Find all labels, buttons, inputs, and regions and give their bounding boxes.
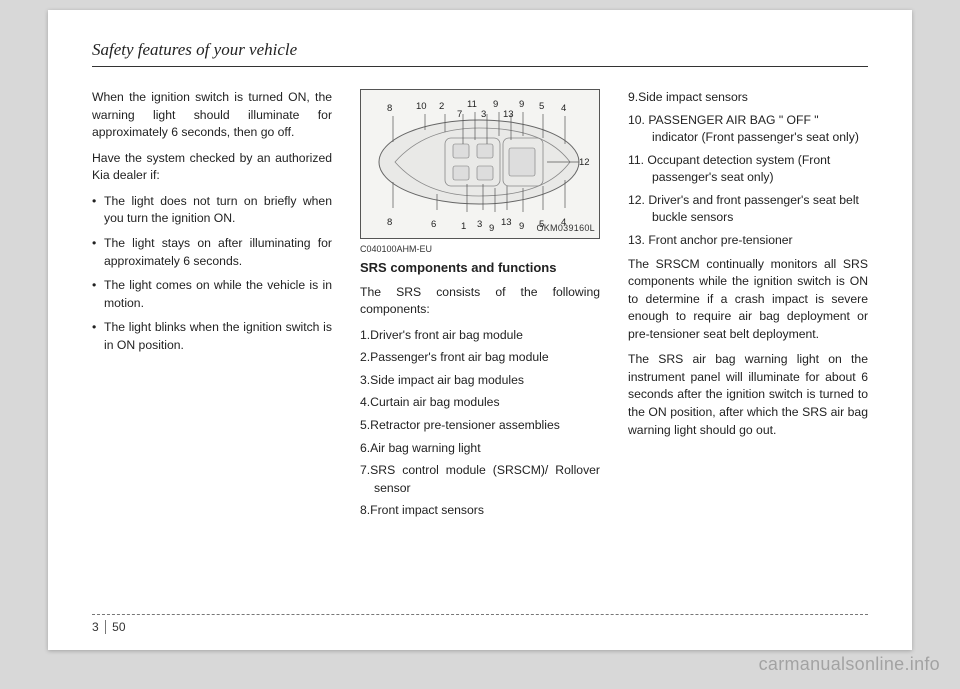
- col1-bullet: The light does not turn on briefly when …: [92, 193, 332, 228]
- col1-bullet: The light blinks when the ignition switc…: [92, 319, 332, 354]
- col1-bullet-list: The light does not turn on briefly when …: [92, 193, 332, 355]
- col2-intro: The SRS consists of the following compon…: [360, 284, 600, 319]
- diagram-callout: 6: [431, 218, 436, 232]
- watermark: carmanualsonline.info: [759, 654, 940, 675]
- list-item: 2.Passenger's front air bag module: [360, 349, 600, 367]
- diagram-callout: 3: [477, 218, 482, 232]
- diagram-callout: 12: [579, 156, 590, 170]
- diagram-callout: 2: [439, 100, 444, 114]
- col2-subhead: SRS components and functions: [360, 259, 600, 278]
- diagram-callout: 8: [387, 216, 392, 230]
- list-item: 12. Driver's and front passenger's seat …: [628, 192, 868, 227]
- list-item: 1.Driver's front air bag module: [360, 327, 600, 345]
- caption-code: C040100AHM-EU: [360, 243, 600, 256]
- diagram-callout: 1: [461, 220, 466, 234]
- diagram-callout: 9: [519, 220, 524, 234]
- column-1: When the ignition switch is turned ON, t…: [92, 89, 332, 525]
- diagram-callout: 13: [503, 108, 514, 122]
- diagram-callout: 13: [501, 216, 512, 230]
- component-list: 1.Driver's front air bag module 2.Passen…: [360, 327, 600, 520]
- list-item: 4.Curtain air bag modules: [360, 394, 600, 412]
- header-title: Safety features of your vehicle: [92, 40, 297, 59]
- column-3: 9.Side impact sensors 10. PASSENGER AIR …: [628, 89, 868, 525]
- content-columns: When the ignition switch is turned ON, t…: [92, 89, 868, 525]
- diagram-callout: 3: [481, 108, 486, 122]
- diagram-callout: 4: [561, 102, 566, 116]
- srs-diagram-figure: 8 10 2 7 11 3 9 13 9 5 4 12 8 6 1 3 9 13: [360, 89, 600, 239]
- column-2: 8 10 2 7 11 3 9 13 9 5 4 12 8 6 1 3 9 13: [360, 89, 600, 525]
- list-item: 5.Retractor pre-tensioner assemblies: [360, 417, 600, 435]
- list-item: 9.Side impact sensors: [628, 89, 868, 107]
- col1-para-1: When the ignition switch is turned ON, t…: [92, 89, 332, 142]
- car-topview-icon: [375, 108, 583, 216]
- col3-para-1: The SRSCM continually monitors all SRS c…: [628, 256, 868, 344]
- diagram-callout: 9: [493, 98, 498, 112]
- list-item: 11. Occupant detection system (Front pas…: [628, 152, 868, 187]
- component-list-cont: 9.Side impact sensors 10. PASSENGER AIR …: [628, 89, 868, 250]
- list-item: 7.SRS control module (SRSCM)/ Rollover s…: [360, 462, 600, 497]
- figure-code: OKM039160L: [536, 222, 595, 235]
- col1-bullet: The light stays on after illuminating fo…: [92, 235, 332, 270]
- manual-page: Safety features of your vehicle When the…: [48, 10, 912, 650]
- list-item: 8.Front impact sensors: [360, 502, 600, 520]
- diagram-callout: 9: [489, 222, 494, 236]
- diagram-callout: 10: [416, 100, 427, 114]
- diagram-callout: 5: [539, 100, 544, 114]
- list-item: 10. PASSENGER AIR BAG " OFF " indicator …: [628, 112, 868, 147]
- page-number: 50: [112, 620, 125, 634]
- section-number: 3: [92, 620, 106, 634]
- list-item: 13. Front anchor pre-tensioner: [628, 232, 868, 250]
- diagram-callout: 11: [467, 98, 477, 112]
- list-item: 6.Air bag warning light: [360, 440, 600, 458]
- diagram-callout: 8: [387, 102, 392, 116]
- col1-para-2: Have the system checked by an authorized…: [92, 150, 332, 185]
- col3-para-2: The SRS air bag warning light on the ins…: [628, 351, 868, 439]
- diagram-callout: 7: [457, 108, 462, 122]
- page-footer: 3 50: [92, 614, 868, 636]
- col1-bullet: The light comes on while the vehicle is …: [92, 277, 332, 312]
- diagram-callout: 9: [519, 98, 524, 112]
- list-item: 3.Side impact air bag modules: [360, 372, 600, 390]
- page-header: Safety features of your vehicle: [92, 40, 868, 67]
